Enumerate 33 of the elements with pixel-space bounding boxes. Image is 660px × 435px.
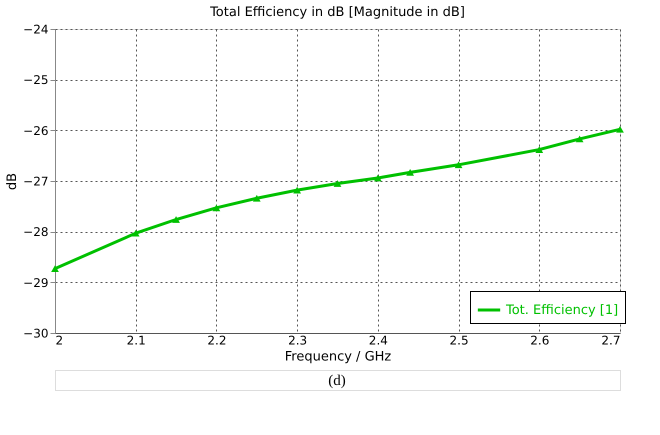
x-tick-label: 2.6: [530, 334, 550, 348]
y-tick-label: −26: [23, 124, 48, 138]
y-tick-label: −24: [23, 22, 48, 36]
point: [51, 265, 59, 272]
y-tick-label: −25: [23, 73, 48, 88]
chart-title: Total Efficiency in dB [Magnitude in dB]: [209, 5, 465, 20]
point: [132, 230, 140, 237]
legend-label: Tot. Efficiency [1]: [505, 303, 618, 318]
y-axis-title: dB: [5, 172, 20, 190]
x-tick-label: 2.1: [126, 334, 146, 348]
y-tick-label: −30: [23, 326, 48, 340]
y-tick-label: −28: [23, 225, 48, 240]
x-tick-label: 2: [56, 334, 64, 348]
point: [374, 174, 382, 182]
y-tick-label: −27: [23, 174, 48, 188]
point: [293, 186, 302, 194]
x-tick-label: 2.3: [288, 334, 308, 348]
x-tick-label: 2.7: [601, 334, 620, 348]
x-tick-label: 2.4: [368, 334, 388, 348]
point: [616, 126, 624, 133]
y-tick-label: −29: [23, 276, 48, 290]
x-tick-label: 2.5: [450, 334, 469, 348]
point: [454, 161, 462, 168]
text: (d): [328, 373, 346, 389]
point: [252, 194, 261, 202]
x-axis-title: Frequency / GHz: [284, 350, 392, 364]
x-tick-label: 2.2: [207, 334, 226, 348]
point: [212, 204, 220, 212]
point: [406, 169, 414, 176]
point: [334, 180, 342, 187]
point: [172, 216, 180, 223]
point: [535, 146, 544, 153]
point: [576, 136, 584, 142]
